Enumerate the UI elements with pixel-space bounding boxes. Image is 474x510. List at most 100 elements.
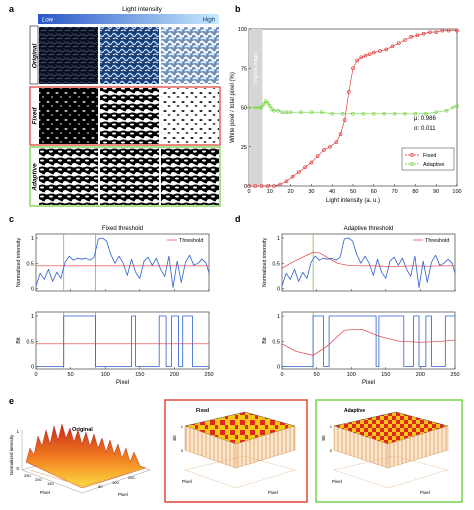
e-fixed-title: Fixed xyxy=(196,408,209,414)
b-legend-label-fixed: Fixed xyxy=(423,153,436,159)
d-top-ytick-label: 1 xyxy=(277,236,280,242)
b-point-fixed xyxy=(259,184,264,188)
e-original-tick-b: 200 xyxy=(35,477,42,482)
b-point-fixed xyxy=(434,30,439,34)
fixed-row-border xyxy=(29,86,221,146)
d-signal-line xyxy=(281,237,456,288)
d-bottom-ytick-label: 0.5 xyxy=(272,339,280,345)
b-point-adaptive xyxy=(413,111,418,116)
e-adaptive-ztick-top: 1 xyxy=(330,424,333,429)
b-point-fixed xyxy=(409,35,414,39)
c-bottom-xtick-label: 100 xyxy=(101,372,110,378)
c-bit-line xyxy=(36,315,209,367)
b-point-adaptive xyxy=(257,105,262,110)
b-point-fixed xyxy=(247,184,251,188)
b-point-fixed xyxy=(284,179,289,184)
b-point-adaptive xyxy=(253,105,258,110)
b-point-adaptive xyxy=(423,111,428,116)
b-point-adaptive xyxy=(288,110,293,115)
b-point-adaptive xyxy=(455,104,459,108)
c-bottom-xtick-label: 250 xyxy=(204,372,213,378)
e-original-title: Original xyxy=(72,427,93,433)
original-image-high xyxy=(161,27,219,84)
b-point-adaptive xyxy=(259,105,264,110)
b-xtick-label: 30 xyxy=(308,189,314,195)
c-signal-line xyxy=(35,237,210,288)
b-point-adaptive xyxy=(319,110,324,115)
b-legend-box xyxy=(401,147,455,171)
b-point-fixed xyxy=(309,160,314,165)
d-bottom-xtick-label: 0 xyxy=(280,372,283,378)
fixed-bit-plot: Fixed Bit 1 0 Pixel Pixel xyxy=(164,399,308,503)
d-bottom-xtick-label: 200 xyxy=(416,372,425,378)
d-legend-label: Threshold xyxy=(425,238,449,244)
b-xtick-label: 90 xyxy=(433,189,439,195)
panel-b: b Original image 0 10 20 30 40 50 60 70 80 90 100 0 2… xyxy=(230,4,462,204)
d-bottom-ytick-label: 0 xyxy=(277,364,280,370)
adaptive-row-label: Adaptive xyxy=(32,163,39,192)
original-row-label: Original xyxy=(32,44,39,69)
b-point-adaptive xyxy=(261,102,266,107)
panel-a-letter: a xyxy=(9,4,15,14)
b-point-fixed xyxy=(363,53,368,58)
b-legend-marker-fixed xyxy=(410,153,414,157)
e-fixed-ztick-top: 1 xyxy=(181,424,184,429)
b-point-fixed xyxy=(338,132,343,136)
b-point-fixed xyxy=(403,38,407,42)
e-adaptive-floor xyxy=(333,455,449,489)
panel-c-letter: c xyxy=(9,214,14,224)
b-point-fixed xyxy=(265,184,270,188)
b-point-adaptive xyxy=(280,110,285,115)
b-xtick-label: 20 xyxy=(288,189,294,195)
b-xtick-label: 10 xyxy=(267,189,273,195)
light-intensity-gradient-bar xyxy=(38,14,219,24)
d-bottom-xtick-label: 250 xyxy=(450,372,459,378)
b-ytick-label: 25 xyxy=(241,145,247,151)
c-title: Fixed threshold xyxy=(102,226,143,232)
b-point-fixed xyxy=(390,44,395,49)
panel-e: e Original Normalized intensity 1 0 Pixe… xyxy=(9,396,463,503)
panel-d-letter: d xyxy=(235,214,241,224)
b-xtick-label: 40 xyxy=(329,189,335,195)
e-adaptive-border xyxy=(315,399,463,503)
b-point-fixed xyxy=(440,28,445,33)
b-point-adaptive xyxy=(299,110,303,115)
c-bottom-ytick-label: 1 xyxy=(31,314,34,320)
b-shaded-label: Original image xyxy=(253,53,259,85)
b-point-adaptive xyxy=(451,105,455,110)
d-top-ytick-label: 0 xyxy=(277,286,280,292)
c-ylabel-bottom: Bit xyxy=(16,337,22,344)
e-original-surface xyxy=(25,423,147,489)
d-bit-threshold-line xyxy=(281,328,456,356)
c-bottom-ytick-label: 0.5 xyxy=(26,339,34,345)
b-xlabel: Light intensity (a. u.) xyxy=(326,198,380,204)
d-ylabel-top: Normalized intensity xyxy=(262,237,268,287)
b-point-adaptive xyxy=(340,111,345,116)
e-original-tick-f: 250 xyxy=(128,475,135,480)
e-original-pixel-label-left: Pixel xyxy=(40,490,50,495)
b-point-fixed xyxy=(334,140,339,144)
b-xtick-label: 100 xyxy=(452,189,461,195)
b-point-fixed xyxy=(378,49,382,53)
b-point-adaptive xyxy=(434,110,439,115)
c-top-ytick-label: 0 xyxy=(31,286,34,292)
b-point-adaptive xyxy=(272,108,276,113)
b-ytick-label: 100 xyxy=(238,27,247,33)
b-point-fixed xyxy=(290,174,295,179)
e-adaptive-ztick-bottom: 0 xyxy=(330,448,333,453)
adaptive-image-low xyxy=(39,148,98,205)
b-ytick-label: 0 xyxy=(244,184,247,190)
panel-e-letter: e xyxy=(9,396,14,406)
d-top-ytick-label: 0.5 xyxy=(272,261,280,267)
b-point-adaptive xyxy=(247,105,251,110)
b-point-fixed xyxy=(351,66,355,71)
b-point-fixed xyxy=(328,144,332,149)
c-top-ytick-label: 0.5 xyxy=(26,261,34,267)
b-series-line-adaptive xyxy=(249,100,458,115)
b-point-fixed xyxy=(455,28,459,33)
b-point-fixed xyxy=(446,28,451,33)
b-point-adaptive xyxy=(267,104,272,108)
b-point-fixed xyxy=(384,47,389,52)
b-point-adaptive xyxy=(265,100,270,105)
b-point-adaptive xyxy=(371,111,376,116)
